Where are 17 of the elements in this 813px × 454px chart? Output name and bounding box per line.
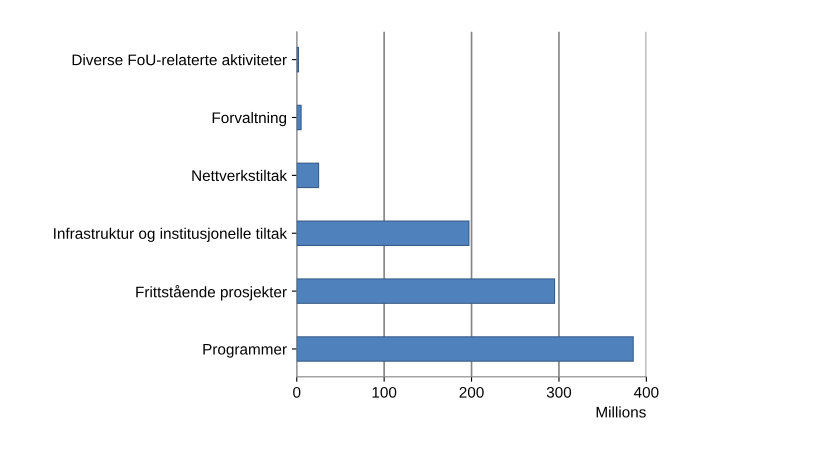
y-tick-label: Frittstående prosjekter bbox=[136, 284, 287, 300]
x-tick-label: 400 bbox=[634, 386, 658, 398]
x-tick-label: 300 bbox=[546, 386, 572, 398]
bar bbox=[296, 278, 556, 304]
y-tick-label: Programmer bbox=[203, 344, 287, 358]
x-tick-label: 200 bbox=[460, 386, 484, 398]
x-tick-label: 100 bbox=[372, 386, 396, 398]
y-tick-label: Infrastruktur og institusjonelle tiltak bbox=[54, 228, 288, 242]
bar bbox=[296, 162, 320, 188]
y-tick-label: Nettverkstiltak bbox=[192, 170, 288, 182]
y-tick-label: Forvaltning bbox=[212, 112, 286, 126]
x-tick-label: 0 bbox=[293, 386, 300, 398]
x-axis-title: Millions bbox=[596, 406, 646, 418]
bar bbox=[296, 104, 302, 130]
bar bbox=[296, 336, 634, 362]
bar bbox=[296, 220, 470, 246]
y-tick-label: Diverse FoU-relaterte aktiviteter bbox=[72, 54, 287, 66]
